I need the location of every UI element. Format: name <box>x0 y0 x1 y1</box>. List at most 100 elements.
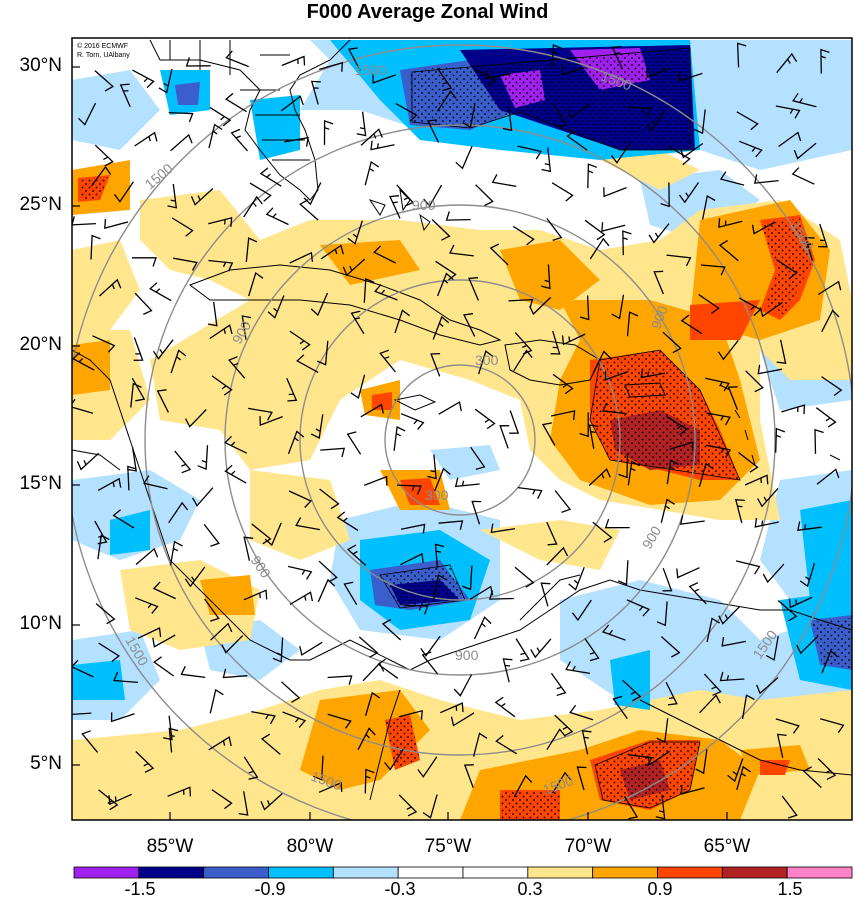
wind-barb <box>551 182 574 202</box>
wind-barb <box>567 103 591 119</box>
wind-barb <box>509 410 520 434</box>
wind-barb <box>727 386 739 410</box>
wind-barb <box>517 145 543 160</box>
wind-barb <box>624 796 639 820</box>
wind-barb <box>719 671 745 682</box>
wind-barb <box>211 375 233 396</box>
wind-barb <box>775 105 801 119</box>
wind-barb <box>381 618 402 641</box>
wind-barb <box>360 128 383 146</box>
colorbar-label-4: 0.3 <box>517 879 543 899</box>
colorbar-swatch <box>397 866 464 879</box>
wind-barb <box>550 672 567 697</box>
wind-barb <box>489 243 509 266</box>
wind-barb <box>436 67 453 92</box>
wind-barb <box>553 104 568 128</box>
wind-barb <box>208 217 233 227</box>
wind-barb <box>463 313 476 337</box>
wind-barb <box>688 582 707 605</box>
wind-barb <box>260 733 281 755</box>
colorbar-label-6: 1.5 <box>777 879 803 899</box>
wind-barb <box>660 498 675 523</box>
wind-barb <box>666 254 692 267</box>
wind-barb <box>744 474 769 486</box>
wind-barb <box>398 709 423 720</box>
wind-barb <box>317 578 336 603</box>
wind-barb <box>453 674 473 697</box>
range-rings <box>72 44 852 820</box>
wind-barb <box>656 718 669 744</box>
wind-barb <box>327 675 353 685</box>
wind-barb <box>94 144 114 167</box>
wind-barb <box>588 424 599 449</box>
wind-barb <box>104 219 129 229</box>
wind-barb <box>699 694 721 714</box>
wind-barb <box>736 765 751 791</box>
wind-barb <box>815 407 837 428</box>
wind-barb <box>112 509 135 529</box>
wind-barb <box>736 111 759 131</box>
wind-barb <box>719 171 745 186</box>
wind-barb <box>781 404 806 415</box>
wind-barb <box>502 658 513 683</box>
wind-barb <box>400 552 424 566</box>
wind-barb <box>611 294 625 320</box>
wind-barb <box>669 441 694 452</box>
field-layer <box>72 38 852 820</box>
wind-barb <box>135 751 155 773</box>
wind-barb <box>698 462 714 487</box>
wind-barb <box>225 50 249 68</box>
wind-barb <box>108 793 132 806</box>
wind-barb <box>209 324 233 340</box>
wind-barb <box>423 184 443 208</box>
wind-barb <box>259 167 282 187</box>
wind-barb <box>461 565 473 591</box>
map-title: F000 Average Zonal Wind <box>306 1 549 23</box>
wind-barb <box>680 784 705 795</box>
wind-barb <box>603 186 627 198</box>
wind-barb <box>604 518 630 529</box>
wind-barb <box>488 590 514 600</box>
wind-barb <box>514 332 533 355</box>
wind-barb <box>208 736 232 751</box>
wind-barb <box>676 567 700 579</box>
wind-barb <box>170 349 187 374</box>
wind-barb <box>372 73 396 84</box>
wind-barb <box>734 498 745 524</box>
wind-barb <box>449 244 474 257</box>
wind-barb <box>588 468 611 487</box>
wind-barb <box>180 665 206 679</box>
wind-barb <box>364 691 380 716</box>
wind-barb <box>777 600 798 622</box>
wind-barb <box>468 277 479 301</box>
wind-barb <box>440 702 464 714</box>
wind-barb <box>705 377 730 392</box>
colorbar-swatch <box>73 866 140 879</box>
wind-barb <box>680 142 704 159</box>
wind-barb <box>703 673 722 696</box>
wind-barb <box>660 182 670 208</box>
wind-barb <box>701 194 716 220</box>
wind-barb <box>436 90 457 112</box>
wind-barb <box>281 55 306 67</box>
wind-barb <box>718 240 739 262</box>
colorbar-swatch <box>592 866 658 879</box>
wind-barb <box>113 181 134 203</box>
wind-barb <box>698 294 720 315</box>
wind-barb <box>228 356 246 379</box>
wind-barb <box>554 490 572 514</box>
range-ring-1200 <box>144 124 776 756</box>
wind-barb <box>775 427 786 453</box>
wind-barb <box>394 309 410 334</box>
wind-barb <box>804 236 815 261</box>
range-ring-900 <box>224 204 696 676</box>
ring-label-900f: 900 <box>455 647 479 663</box>
credit-line-2: R. Torn, UAlbany <box>77 52 130 59</box>
wind-barb <box>802 766 822 788</box>
wind-barb <box>463 764 474 788</box>
wind-barb <box>94 70 115 92</box>
wind-barb <box>665 681 678 706</box>
wind-barb <box>281 681 301 703</box>
wind-barb <box>379 349 396 373</box>
wind-barb <box>350 310 365 335</box>
